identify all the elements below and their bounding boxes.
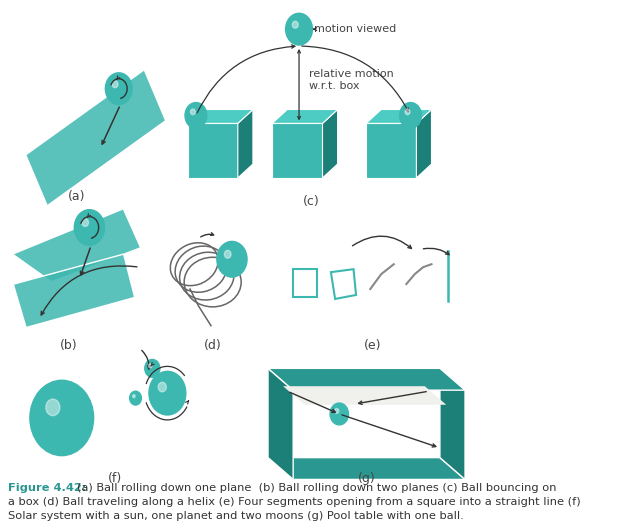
Circle shape (191, 109, 195, 114)
Circle shape (46, 399, 60, 416)
Polygon shape (272, 110, 338, 123)
Text: (b): (b) (60, 339, 77, 352)
Circle shape (130, 391, 142, 405)
Polygon shape (417, 110, 432, 178)
Circle shape (149, 371, 186, 415)
Polygon shape (188, 110, 253, 123)
Text: motion viewed: motion viewed (314, 24, 396, 34)
Polygon shape (14, 209, 140, 281)
Text: a box (d) Ball traveling along a helix (e) Four segments opening from a square i: a box (d) Ball traveling along a helix (… (8, 497, 581, 507)
Circle shape (286, 13, 312, 45)
Polygon shape (188, 123, 238, 178)
Text: (c): (c) (303, 195, 320, 208)
Circle shape (224, 250, 231, 258)
Text: Solar system with a sun, one planet and two moons (g) Pool table with one ball.: Solar system with a sun, one planet and … (8, 511, 464, 521)
Polygon shape (14, 254, 134, 327)
Polygon shape (272, 123, 322, 178)
Circle shape (82, 218, 89, 226)
Circle shape (145, 360, 160, 377)
Circle shape (185, 102, 207, 128)
Polygon shape (366, 110, 432, 123)
Polygon shape (268, 369, 293, 479)
Polygon shape (283, 386, 446, 405)
Polygon shape (322, 110, 338, 178)
Circle shape (335, 408, 338, 413)
Circle shape (133, 395, 135, 398)
Circle shape (158, 382, 166, 392)
Text: (f): (f) (107, 472, 122, 486)
Circle shape (330, 403, 348, 425)
Circle shape (112, 81, 118, 88)
Circle shape (405, 109, 410, 114)
Polygon shape (268, 369, 465, 390)
Circle shape (217, 242, 247, 277)
Circle shape (292, 21, 298, 28)
Polygon shape (440, 369, 465, 479)
Circle shape (148, 364, 152, 368)
Text: (a): (a) (68, 190, 86, 203)
Circle shape (30, 380, 94, 456)
Circle shape (106, 73, 132, 104)
Text: (d): (d) (204, 339, 222, 352)
Text: (a) Ball rolling down one plane  (b) Ball rolling down two planes (c) Ball bounc: (a) Ball rolling down one plane (b) Ball… (77, 484, 556, 494)
Polygon shape (27, 71, 165, 205)
Polygon shape (268, 458, 465, 479)
Text: (g): (g) (358, 472, 376, 486)
Text: (e): (e) (364, 339, 381, 352)
Text: Figure 4.42:: Figure 4.42: (8, 484, 86, 494)
Circle shape (75, 209, 104, 245)
Text: relative motion
w.r.t. box: relative motion w.r.t. box (309, 69, 394, 91)
Polygon shape (366, 123, 417, 178)
Polygon shape (238, 110, 253, 178)
Circle shape (400, 102, 422, 128)
